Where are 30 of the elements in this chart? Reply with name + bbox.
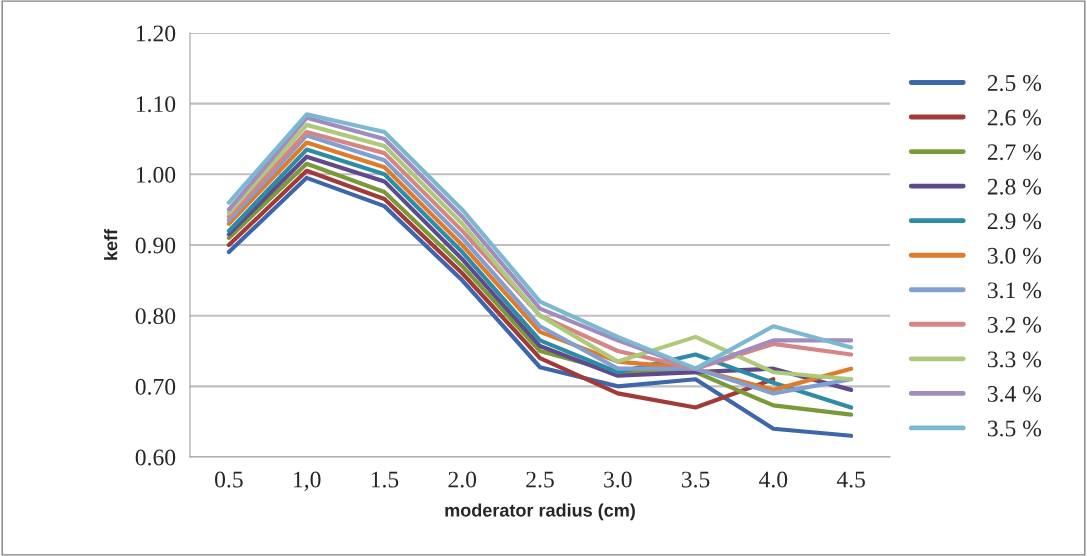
x-tick-label: 4.5: [836, 471, 865, 488]
y-tick-label: 1.10: [136, 96, 176, 113]
x-tick-label: 3.5: [681, 471, 710, 488]
y-axis-title: keff: [104, 228, 118, 260]
y-tick-label: 0.90: [135, 237, 176, 254]
y-tick-label: 0.70: [135, 378, 176, 395]
legend-label: 3.0 %: [987, 247, 1042, 264]
legend-label: 3.3 %: [987, 351, 1042, 368]
x-tick-label: 4.0: [759, 471, 788, 488]
y-tick-label: 1.20: [136, 25, 176, 42]
x-tick-label: 2.0: [448, 471, 477, 488]
legend-label: 3.5 %: [987, 420, 1042, 437]
y-tick-label: 0.60: [135, 449, 176, 466]
legend-label: 2.8 %: [987, 178, 1042, 195]
legend-label: 2.6 %: [987, 109, 1042, 126]
legend-label: 2.7 %: [987, 144, 1042, 161]
x-tick-label: 1,0: [293, 471, 321, 491]
legend-label: 2.5 %: [987, 75, 1042, 92]
x-tick-label: 0.5: [215, 471, 243, 488]
x-axis-title: moderator radius (cm): [445, 503, 635, 521]
y-tick-label: 1.00: [136, 166, 176, 183]
legend-label: 2.9 %: [987, 213, 1042, 230]
x-tick-label: 3.0: [604, 471, 632, 488]
legend-label: 3.1 %: [987, 282, 1042, 299]
x-tick-label: 2.5: [526, 471, 554, 488]
x-tick-label: 1.5: [371, 471, 399, 488]
line-series: [226, 168, 776, 410]
y-tick-label: 0.80: [135, 308, 176, 325]
legend-label: 3.4 %: [987, 385, 1042, 402]
legend-label: 3.2 %: [987, 316, 1042, 333]
